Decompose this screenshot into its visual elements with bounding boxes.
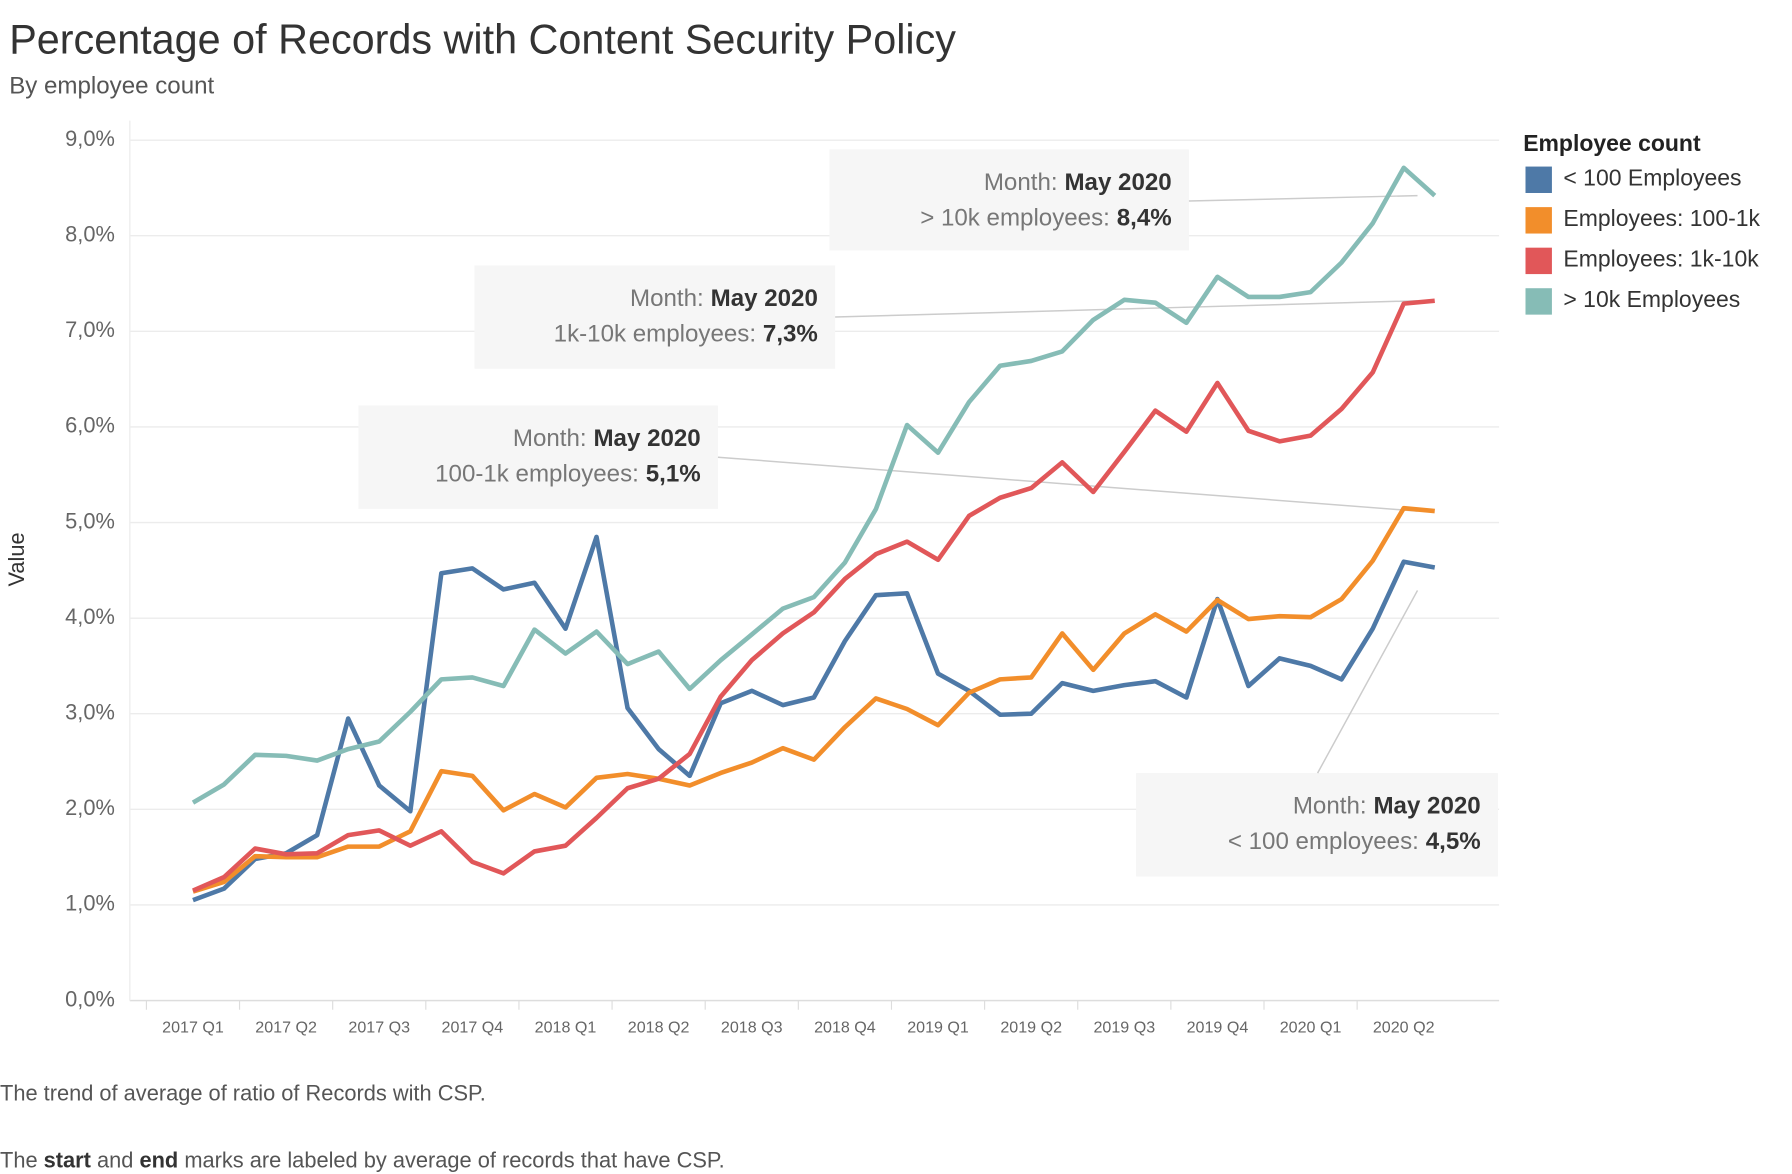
y-tick-label: 8,0%: [65, 222, 115, 247]
x-tick-label: 2017 Q4: [442, 1018, 504, 1036]
annotation-label: Month:: [513, 425, 587, 452]
legend-label: Employees: 100-1k: [1563, 205, 1760, 231]
annotation-line: Month: May 2020: [1293, 793, 1481, 820]
x-tick-label: 2019 Q4: [1187, 1018, 1249, 1036]
annotation-box: [474, 265, 836, 369]
annotation-line: Month: May 2020: [984, 169, 1172, 196]
annotation-series: 100-1k employees:: [435, 461, 639, 488]
legend-swatch: [1525, 288, 1552, 315]
annotation-line: 1k-10k employees: 7,3%: [554, 321, 818, 348]
footnote-text: and: [97, 1147, 133, 1172]
y-tick-label: 4,0%: [65, 604, 115, 629]
annotation-series: < 100 employees:: [1228, 829, 1419, 856]
y-axis-label: Value: [4, 532, 29, 586]
annotation-leader: [835, 300, 1418, 318]
annotation-value: 5,1%: [646, 461, 701, 488]
x-tick-label: 2019 Q2: [1000, 1018, 1062, 1036]
x-tick-label: 2020 Q1: [1280, 1018, 1342, 1036]
y-tick-label: 5,0%: [65, 508, 115, 533]
y-tick-label: 1,0%: [65, 891, 115, 916]
y-tick-label: 7,0%: [65, 317, 115, 342]
y-tick-label: 3,0%: [65, 700, 115, 725]
annotation-line: > 10k employees: 8,4%: [920, 205, 1171, 232]
series-line: [191, 165, 1437, 805]
y-tick-label: 0,0%: [65, 986, 115, 1011]
x-tick-label: 2019 Q1: [907, 1018, 969, 1036]
legend-swatch: [1525, 207, 1552, 234]
annotation-line: Month: May 2020: [513, 425, 701, 452]
footnote-bold: end: [139, 1147, 178, 1172]
annotation-line: < 100 employees: 4,5%: [1228, 829, 1481, 856]
annotation-label: Month:: [984, 169, 1058, 196]
annotation-box: [829, 149, 1189, 251]
chart-subtitle: By employee count: [9, 73, 214, 100]
annotation-month: May 2020: [593, 425, 700, 452]
annotation-box: [1136, 773, 1498, 877]
series-line: [192, 298, 1435, 893]
annotation-value: 4,5%: [1426, 829, 1481, 856]
x-tick-label: 2017 Q2: [255, 1018, 317, 1036]
x-tick-label: 2018 Q4: [814, 1018, 876, 1036]
series-line: [192, 505, 1435, 894]
annotation-value: 7,3%: [763, 321, 818, 348]
annotation-box: [358, 405, 718, 509]
annotation-line: Month: May 2020: [630, 285, 818, 312]
annotation-leader: [1316, 590, 1419, 774]
footnote: The start and end marks are labeled by a…: [0, 1147, 725, 1172]
x-tick-label: 2018 Q1: [535, 1018, 597, 1036]
legend-label: < 100 Employees: [1563, 164, 1741, 190]
annotation-series: > 10k employees:: [920, 205, 1110, 232]
y-tick-label: 6,0%: [65, 413, 115, 438]
footnote: The trend of average of ratio of Records…: [0, 1080, 486, 1105]
x-tick-label: 2018 Q3: [721, 1018, 783, 1036]
footnote-bold: start: [44, 1147, 91, 1172]
chart-title: Percentage of Records with Content Secur…: [9, 16, 956, 62]
legend-title: Employee count: [1523, 130, 1701, 156]
y-tick-label: 9,0%: [65, 126, 115, 151]
x-tick-label: 2018 Q2: [628, 1018, 690, 1036]
annotation-month: May 2020: [1064, 169, 1171, 196]
annotation-month: May 2020: [1373, 793, 1480, 820]
annotation-label: Month:: [1293, 793, 1367, 820]
annotation-value: 8,4%: [1117, 205, 1172, 232]
x-tick-label: 2020 Q2: [1373, 1018, 1435, 1036]
series-line: [192, 534, 1436, 903]
annotation-line: 100-1k employees: 5,1%: [435, 461, 701, 488]
x-tick-label: 2019 Q3: [1093, 1018, 1155, 1036]
footnote-text: The: [0, 1147, 38, 1172]
annotation-leader: [1188, 194, 1418, 202]
legend-swatch: [1525, 166, 1552, 193]
legend-label: > 10k Employees: [1563, 286, 1740, 312]
annotation-leader: [717, 456, 1418, 512]
legend-swatch: [1525, 247, 1552, 275]
legend-label: Employees: 1k-10k: [1563, 245, 1759, 271]
footnote-text: marks are labeled by average of records …: [184, 1147, 724, 1172]
y-tick-label: 2,0%: [65, 795, 115, 820]
annotation-label: Month:: [630, 285, 704, 312]
annotation-series: 1k-10k employees:: [554, 321, 756, 348]
x-tick-label: 2017 Q1: [162, 1018, 224, 1036]
annotation-month: May 2020: [711, 285, 818, 312]
x-tick-label: 2017 Q3: [348, 1018, 410, 1036]
